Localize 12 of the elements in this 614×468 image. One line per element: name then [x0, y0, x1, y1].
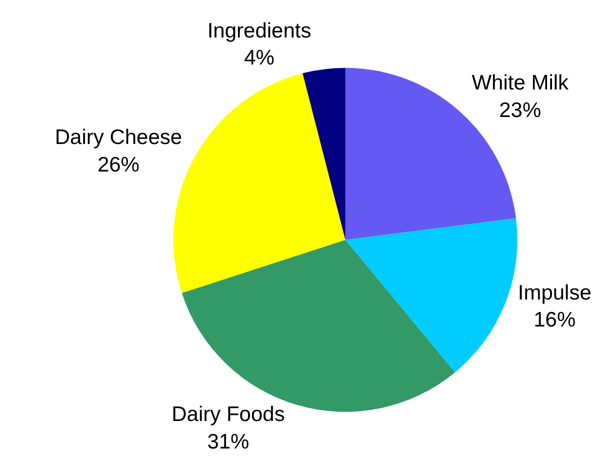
data-label: 31%	[207, 430, 250, 454]
slice-label: Ingredients	[207, 19, 312, 42]
data-label: 23%	[499, 98, 542, 122]
data-label: 4%	[244, 46, 274, 70]
slice-label: Dairy Cheese	[54, 126, 182, 150]
slice-label: Impulse	[518, 281, 592, 304]
slice-label: Dairy Foods	[172, 403, 285, 426]
slice-label: White Milk	[472, 72, 570, 95]
data-label: 16%	[534, 308, 576, 332]
data-label: 26%	[97, 153, 140, 176]
pie-slice	[302, 68, 346, 240]
pie-slice	[345, 218, 518, 372]
